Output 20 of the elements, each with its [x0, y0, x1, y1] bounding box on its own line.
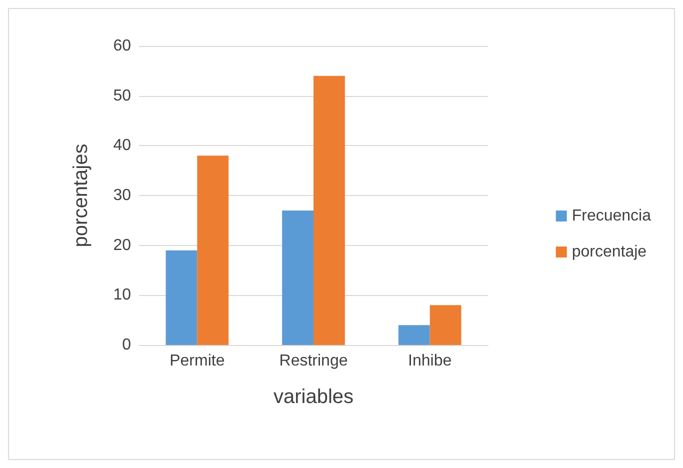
x-axis-title: variables — [273, 386, 354, 408]
x-tick-label: Restringe — [279, 352, 348, 370]
y-tick-label: 60 — [113, 38, 132, 54]
bar — [398, 325, 430, 345]
legend-label: porcentaje — [572, 244, 647, 260]
bar — [166, 250, 198, 345]
y-tick-label: 10 — [113, 286, 132, 304]
y-axis-title: porcentajes — [70, 144, 92, 248]
y-tick-label: 30 — [113, 187, 132, 204]
y-tick-label: 50 — [113, 87, 132, 104]
y-tick-label: 20 — [113, 236, 132, 254]
x-tick-label: Permite — [170, 352, 225, 370]
bar — [314, 76, 345, 345]
bar — [282, 210, 314, 345]
bar — [197, 156, 229, 345]
y-tick-label: 40 — [113, 137, 132, 154]
x-tick-label: Inhibe — [408, 352, 452, 370]
y-tick-label: 0 — [122, 336, 132, 354]
legend-label: Frecuencia — [572, 208, 652, 224]
bar — [430, 305, 462, 345]
